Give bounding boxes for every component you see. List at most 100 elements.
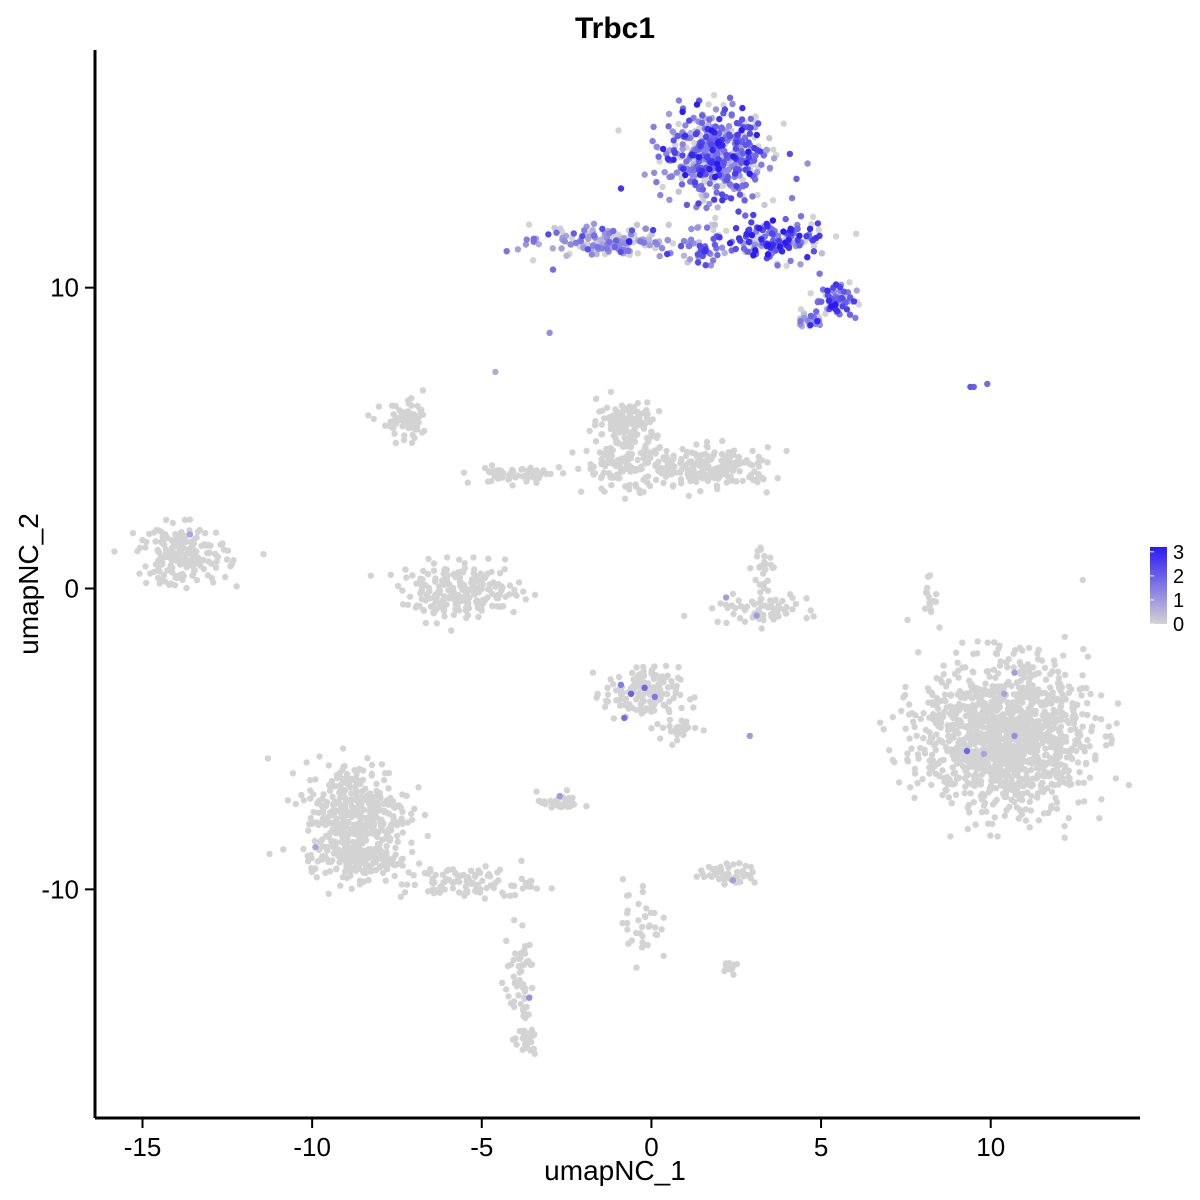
cell-point-tcell-arm-right xyxy=(726,240,734,247)
cell-point-right-large xyxy=(1048,788,1056,796)
cell-point-right-large xyxy=(956,700,963,708)
cell-point-lower-left-base xyxy=(341,868,349,875)
cell-point-tcell-arm-right xyxy=(752,247,759,254)
cell-point-lower-left-cluster xyxy=(341,762,348,770)
cell-point-center-mid-cluster xyxy=(629,704,636,712)
cell-point-lower-stream-base xyxy=(524,1038,532,1046)
cell-point-tcell-arm-left xyxy=(584,246,591,253)
cell-point-lower-left-cluster xyxy=(313,874,320,881)
cell-point-center-left-ring xyxy=(455,591,462,599)
cell-point-top-center-mid xyxy=(613,471,620,478)
cell-point-center-mid-tail xyxy=(665,706,672,713)
cell-point-tcell-lower-right xyxy=(852,314,859,322)
cell-point-top-center-right xyxy=(669,483,677,490)
cell-point-top-center-lobe xyxy=(618,402,626,409)
cell-point-mid-small-band xyxy=(723,619,730,627)
cell-point-lower-small-left xyxy=(548,804,555,811)
cell-point-right-large xyxy=(904,616,911,623)
cell-point-right-large xyxy=(1092,754,1099,761)
cell-point-tcell-arm-left xyxy=(567,241,574,248)
cell-point-right-large xyxy=(925,699,932,706)
cell-point-tcell-arm-left xyxy=(557,225,564,232)
cell-point-right-large xyxy=(1023,713,1030,720)
cell-point-right-large xyxy=(1039,765,1047,772)
cell-point-tcell-arm-left xyxy=(535,241,542,248)
expressing-cell-point xyxy=(492,368,499,376)
cell-point-center-mid-cluster xyxy=(604,684,611,691)
cell-point-right-large xyxy=(969,681,976,689)
cell-point-right-large xyxy=(928,689,935,696)
cell-point-tcell-main xyxy=(755,120,762,127)
expressing-cell-point xyxy=(980,750,988,758)
cell-point-center-left-ring xyxy=(522,596,529,603)
cell-point-right-large xyxy=(961,775,969,782)
cell-point-lower-left-cluster xyxy=(319,809,327,816)
cell-point-tcell-lower-right xyxy=(807,290,814,297)
cell-point-right-large xyxy=(1047,692,1054,699)
cell-point-mid-small-band xyxy=(803,595,810,602)
expressing-cell-point xyxy=(556,792,563,800)
cell-point-right-large xyxy=(989,740,996,747)
cell-point-top-center-mid xyxy=(677,460,684,467)
cell-point-tcell-main xyxy=(766,164,774,172)
cell-point-mid-small-band xyxy=(779,597,786,605)
cell-point-right-large xyxy=(987,832,994,839)
cell-point-right-large xyxy=(1079,672,1086,679)
cell-point-central-stream xyxy=(535,474,543,481)
cell-point-top-center-lobe xyxy=(593,395,600,402)
cell-point-lower-left-cluster xyxy=(399,820,406,827)
cell-point-tcell-arm-right xyxy=(769,217,777,224)
cell-point-lower-left-cluster xyxy=(387,835,394,842)
cell-point-tcell-stem xyxy=(677,242,685,250)
cell-point-right-large xyxy=(911,723,918,731)
cell-point-tcell-arm-right xyxy=(745,238,752,246)
cell-point-lower-left-base xyxy=(356,877,364,884)
cell-point-lower-left-cluster xyxy=(338,775,346,782)
cell-point-lower-left-cluster xyxy=(358,793,365,801)
cell-point-tcell-main xyxy=(728,111,735,118)
cell-point-tcell-main xyxy=(738,127,745,134)
color-legend-tick-label: 0 xyxy=(1173,614,1184,636)
cell-point-lower-small-left xyxy=(583,803,590,810)
cell-point-center-left-ring xyxy=(448,627,455,634)
cell-point-left-cluster xyxy=(181,516,189,523)
cell-point-lower-stream xyxy=(526,941,533,949)
cell-point-right-large xyxy=(1055,674,1063,682)
cell-point-right-large xyxy=(996,662,1004,669)
cell-point-lower-left-arm xyxy=(519,885,526,892)
cell-point-lower-left-cluster xyxy=(289,770,297,777)
cell-point-lower-left-base xyxy=(360,869,367,876)
expressing-cell-point xyxy=(627,690,635,697)
cell-point-center-left-ring xyxy=(413,580,420,587)
cell-point-left-cluster xyxy=(205,558,212,565)
cell-point-upper-left-lobe xyxy=(408,395,415,402)
cell-point-right-large xyxy=(1096,815,1103,822)
cell-point-lower-left-cluster xyxy=(421,811,429,819)
cell-point-right-large xyxy=(1037,781,1045,789)
cell-point-lower-center-stream xyxy=(658,926,665,933)
cell-point-right-strip xyxy=(923,589,930,596)
cell-point-right-large xyxy=(956,717,964,724)
cell-point-tcell-arm-right xyxy=(716,234,723,241)
cell-point-right-large xyxy=(976,686,984,693)
cell-point-center-left-ring xyxy=(439,576,446,584)
cell-point-center-left-ring xyxy=(430,560,438,567)
cell-point-center-left-ring xyxy=(402,566,409,573)
cell-point-top-center-mid xyxy=(619,443,627,450)
cell-point-tcell-main xyxy=(714,139,721,147)
cell-point-center-mid-cluster xyxy=(646,689,654,696)
cell-point-upper-left-lobe xyxy=(405,409,413,416)
cell-point-right-large xyxy=(936,624,943,631)
cell-point-lower-left-arm xyxy=(429,886,436,893)
cell-point-lower-left-arm xyxy=(457,872,464,879)
cell-point-lower-left-base xyxy=(391,862,398,869)
cell-point-right-large xyxy=(983,767,990,775)
cell-point-lower-left-arm xyxy=(467,880,475,888)
cell-point-right-large xyxy=(1020,783,1027,790)
cell-point-tcell-main xyxy=(739,150,746,157)
cell-point-lower-left-base xyxy=(397,859,404,866)
cell-point-tcell-main xyxy=(657,191,664,199)
cell-point-left-cluster xyxy=(142,579,150,587)
cell-point-top-center-right xyxy=(758,457,766,464)
cell-point-right-large xyxy=(1018,753,1025,760)
